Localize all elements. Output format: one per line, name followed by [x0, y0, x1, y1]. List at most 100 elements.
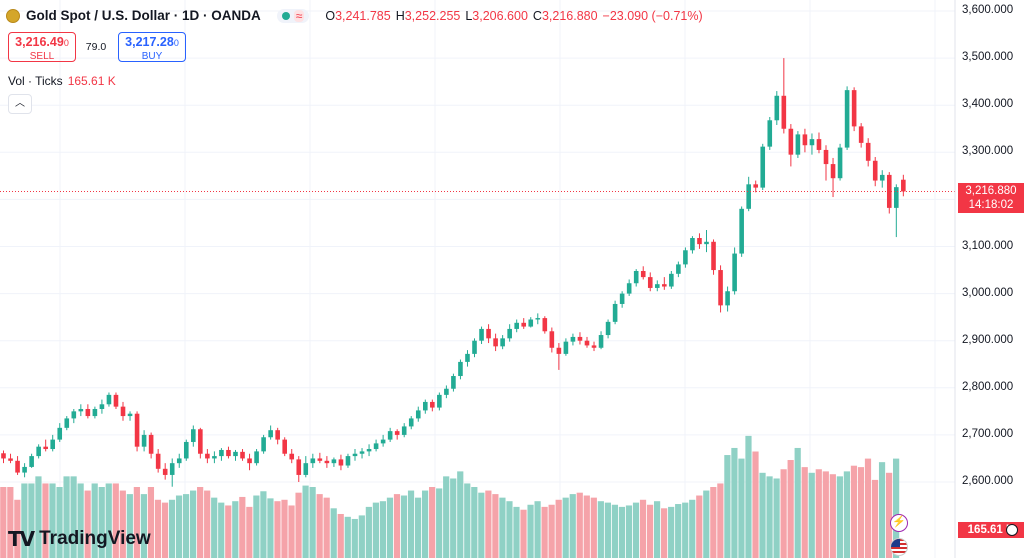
candle-body: [577, 336, 583, 341]
scale-mode-circle-icon[interactable]: [1006, 524, 1018, 536]
volume-bar: [35, 476, 42, 558]
candle-body: [619, 293, 625, 304]
candle-body: [92, 408, 98, 417]
candle-body: [626, 283, 632, 294]
candle-body: [183, 441, 189, 459]
candle-body: [901, 179, 906, 192]
volume-bar: [604, 502, 611, 558]
candle-body: [78, 408, 84, 412]
volume-bar: [871, 479, 879, 558]
volume-bar: [576, 492, 583, 558]
volume-bar: [429, 487, 436, 558]
collapse-legend-button[interactable]: ︿: [8, 94, 32, 114]
volume-bar: [436, 488, 443, 558]
candle-body: [310, 458, 316, 464]
volume-bar: [464, 483, 471, 558]
volume-bar: [527, 504, 534, 558]
volume-bar: [646, 504, 654, 558]
change-value: −23.090 (−0.71%): [602, 8, 703, 23]
candle-body: [120, 406, 126, 417]
buy-button[interactable]: 3,217.280 BUY: [118, 32, 186, 62]
candle-body: [591, 345, 597, 348]
volume-bar: [710, 487, 717, 558]
candle-body: [240, 451, 245, 459]
candle-body: [676, 264, 681, 274]
volume-bar: [267, 498, 274, 558]
volume-bar: [506, 501, 513, 558]
candle-body: [191, 429, 196, 442]
candle-body: [127, 413, 133, 417]
volume-bar: [204, 490, 211, 558]
tradingview-logo[interactable]: TV TradingView: [8, 527, 151, 551]
volume-bar: [759, 472, 766, 558]
volume-bar: [562, 497, 569, 558]
open-value: 3,241.785: [335, 8, 391, 23]
candle-body: [324, 460, 330, 464]
volume-bar: [386, 497, 394, 558]
volume-bar: [98, 487, 105, 558]
candle-body: [753, 184, 759, 188]
market-status-pill[interactable]: ≈: [276, 8, 310, 23]
volume-bar: [597, 501, 604, 558]
lightning-event-icon[interactable]: ⚡: [890, 514, 908, 532]
candle-body: [155, 453, 161, 469]
candle-body: [886, 174, 892, 208]
volume-bar: [56, 487, 63, 558]
candle-body: [289, 453, 295, 460]
volume-bar: [682, 502, 689, 558]
candle-body: [521, 322, 527, 327]
candle-body: [430, 401, 435, 408]
symbol-title[interactable]: Gold Spot / U.S. Dollar · 1D · OANDA: [26, 8, 261, 23]
candle-body: [774, 95, 780, 121]
candle-body: [296, 459, 302, 475]
candle-body: [141, 434, 147, 447]
volume-bar: [218, 502, 225, 558]
candle-body: [106, 394, 112, 405]
volume-bar: [323, 497, 330, 558]
volume-bar: [471, 487, 478, 558]
candle-body: [401, 426, 407, 435]
candle-body: [261, 437, 266, 452]
volume-bar: [63, 476, 70, 558]
candle-body: [99, 404, 105, 409]
volume-label: Vol · Ticks: [8, 74, 63, 88]
volume-bar: [450, 478, 457, 558]
volume-bar: [878, 462, 886, 558]
volume-value: 165.61 K: [67, 74, 116, 88]
candle-body: [570, 336, 576, 342]
candle-body: [542, 318, 548, 332]
us-flag-event-icon[interactable]: [890, 538, 908, 556]
candle-body: [338, 459, 344, 466]
candle-body: [36, 446, 41, 457]
volume-bar: [105, 483, 112, 558]
volume-bar: [112, 483, 119, 558]
candle-body: [816, 139, 822, 150]
volume-bar: [893, 458, 900, 558]
volume-bar: [703, 490, 710, 558]
volume-bar: [133, 487, 140, 558]
candle-body: [205, 453, 210, 459]
volume-bars: [0, 435, 900, 558]
candle-body: [795, 134, 801, 155]
volume-bar: [260, 491, 267, 558]
volume-bar: [611, 504, 619, 558]
candle-body: [809, 139, 815, 146]
volume-bar: [400, 495, 408, 558]
volume-bar: [351, 518, 358, 558]
volume-legend[interactable]: Vol · Ticks 165.61 K: [8, 74, 116, 88]
sell-button[interactable]: 3,216.490 SELL: [8, 32, 76, 62]
volume-bar: [14, 499, 21, 558]
volume-bar: [182, 494, 190, 558]
volume-bar: [28, 483, 35, 558]
candle-body: [788, 128, 794, 155]
candle-body: [15, 460, 20, 473]
candle-body: [612, 303, 618, 322]
candle-body: [113, 394, 119, 407]
candle-body: [465, 353, 470, 362]
low-value: 3,206.600: [472, 8, 528, 23]
chevron-up-icon: ︿: [15, 98, 25, 109]
candle-body: [282, 439, 287, 454]
candle-body: [352, 453, 358, 457]
volume-bar: [126, 494, 133, 558]
